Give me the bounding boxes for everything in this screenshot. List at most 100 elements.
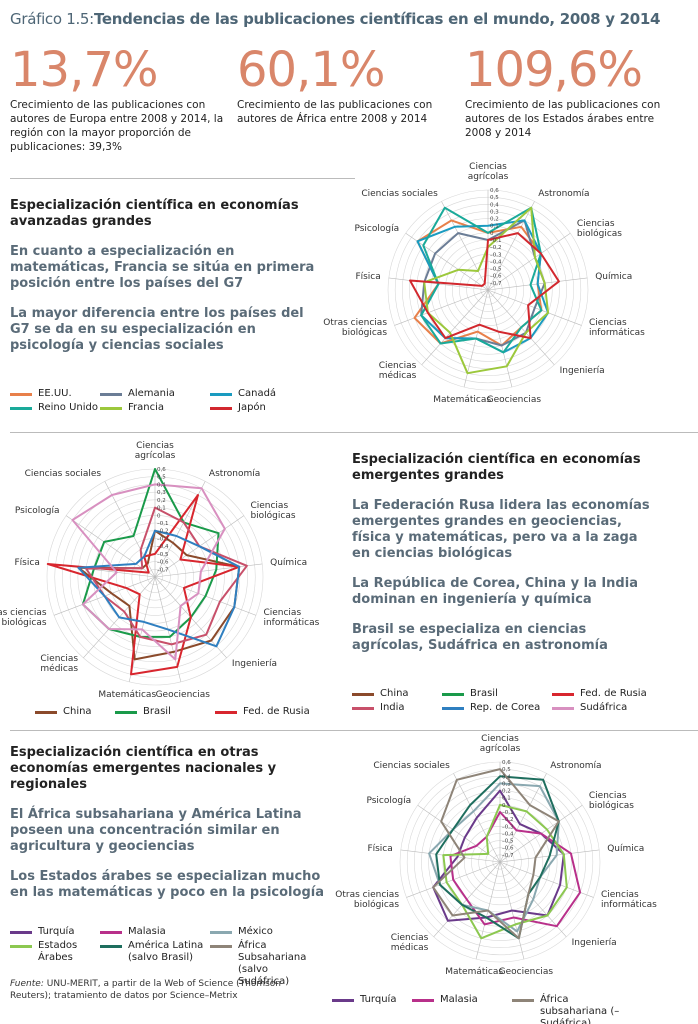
tick-label: –0,5 <box>490 267 502 273</box>
tick-label: –0,5 <box>157 552 169 558</box>
highlight: Brasil se especializa en ciencias agríco… <box>352 622 608 653</box>
series-line <box>71 483 226 661</box>
stat-text: Crecimiento de las publicaciones con aut… <box>465 99 661 139</box>
legend-item: China <box>352 688 442 700</box>
legend-item: China <box>35 706 115 718</box>
axis-label: Matemáticas <box>98 689 157 700</box>
legend-item: India <box>352 702 442 714</box>
legend-swatch <box>100 945 122 948</box>
tick-label: 0,6 <box>157 467 166 473</box>
axis-label: Ingeniería <box>571 937 617 948</box>
tick-label: –0,1 <box>490 238 502 244</box>
axis-label: Otras ciencias biológicas <box>323 318 388 339</box>
legend-swatch <box>352 707 374 710</box>
header-label: Gráfico 1.5: <box>10 10 94 28</box>
axis-label: Psicología <box>14 506 60 517</box>
legend: Turquía Malasia África subsahariana (–Sudá… <box>332 994 622 1024</box>
legend-label: Malasia <box>440 994 478 1005</box>
spoke <box>417 804 501 863</box>
axis-label: Otras ciencias biológicas <box>0 608 47 629</box>
axis-label: Geociencias <box>498 966 554 977</box>
legend-swatch <box>442 693 464 696</box>
tick-label: 0,4 <box>502 774 511 780</box>
tick-label: –0,2 <box>157 529 169 535</box>
spoke <box>487 201 535 291</box>
axis-label: Ciencias sociales <box>361 189 438 200</box>
tick-label: –0,5 <box>502 839 514 845</box>
legend-item: México <box>210 926 320 938</box>
legend-swatch <box>552 693 574 696</box>
axis-label: Otras ciencias biológicas <box>335 890 400 911</box>
legend-item: Malasia <box>412 994 512 1024</box>
footnote: Fuente: UNU-MERIT, a partir de la Web of… <box>10 978 310 1002</box>
legend-item: Canadá <box>210 388 320 400</box>
legend-label: EE.UU. <box>38 388 72 399</box>
tick-label: –0,3 <box>502 824 514 830</box>
stat-value: 109,6% <box>465 42 643 98</box>
tick-label: 0,3 <box>502 781 511 787</box>
axis-label: Psicología <box>354 223 400 234</box>
legend-item: Turquía <box>10 926 100 938</box>
tick-label: 0 <box>502 803 506 809</box>
spoke <box>487 289 513 388</box>
legend-swatch <box>100 931 122 934</box>
header: Gráfico 1.5:Tendencias de las publicacio… <box>10 10 660 28</box>
legend-swatch <box>35 711 57 714</box>
legend-label: Reino Unido <box>38 402 98 413</box>
footnote-text: UNU-MERIT, a partir de la Web of Science… <box>10 979 282 1001</box>
legend-swatch <box>10 931 32 934</box>
tick-label: 0,1 <box>490 224 499 230</box>
tick-label: –0,4 <box>490 259 502 265</box>
tick-label: 0,6 <box>502 760 511 766</box>
section: Especialización científica en economías … <box>352 452 652 654</box>
tick-label: –0,3 <box>490 252 502 258</box>
legend-label: Brasil <box>470 688 498 699</box>
legend-item: Reino Unido <box>10 402 100 414</box>
tick-label: 0,3 <box>157 490 166 496</box>
axis-label: Astronomía <box>208 469 261 480</box>
axis-label: Física <box>14 558 40 569</box>
tick-label: –0,6 <box>157 560 169 566</box>
legend: China Brasil Fed. de Rusia <box>35 706 325 718</box>
legend-label: África subsahariana (–Sudáfrica) <box>540 994 620 1024</box>
section: Especialización científica en otras econ… <box>10 745 330 901</box>
legend-label: Canadá <box>238 388 277 399</box>
tick-label: 0,1 <box>157 506 166 512</box>
tick-label: –0,1 <box>157 521 169 527</box>
tick-label: 0,2 <box>490 217 499 223</box>
legend-item: EE.UU. <box>10 388 100 400</box>
spoke <box>104 481 156 578</box>
tick-label: 0,4 <box>157 482 166 488</box>
spoke <box>65 515 156 578</box>
series-line <box>46 494 241 676</box>
legend-label: Fed. de Rusia <box>243 706 310 717</box>
legend-swatch <box>10 393 32 396</box>
legend: Turquía Malasia México Estados Árabes Améric… <box>10 926 320 988</box>
legend-swatch <box>100 393 122 396</box>
legend-swatch <box>552 707 574 710</box>
axis-label: Psicología <box>366 795 412 806</box>
axis-label: Ciencias médicas <box>390 932 429 953</box>
legend-label: China <box>380 688 409 699</box>
legend-label: Turquía <box>38 926 75 937</box>
legend-swatch <box>10 945 32 948</box>
axis-label: Ciencias médicas <box>40 653 79 674</box>
legend-swatch <box>215 711 237 714</box>
footnote-label: Fuente: <box>10 979 44 989</box>
legend-item: Fed. de Rusia <box>552 688 662 700</box>
spoke <box>405 232 489 291</box>
section-title: Especialización científica en economías … <box>10 198 299 229</box>
axis-label: Ciencias sociales <box>373 761 450 772</box>
axis-label: Ingeniería <box>231 658 277 669</box>
legend-item: Japón <box>210 402 320 414</box>
tick-label: –0,2 <box>490 245 502 251</box>
legend-swatch <box>10 407 32 410</box>
axis-label: Química <box>270 558 308 569</box>
axis-label: Ciencias médicas <box>378 360 417 381</box>
divider <box>10 432 698 433</box>
legend-item: Fed. de Rusia <box>215 706 325 718</box>
legend-label: Turquía <box>360 994 397 1005</box>
tick-label: –0,2 <box>502 817 514 823</box>
